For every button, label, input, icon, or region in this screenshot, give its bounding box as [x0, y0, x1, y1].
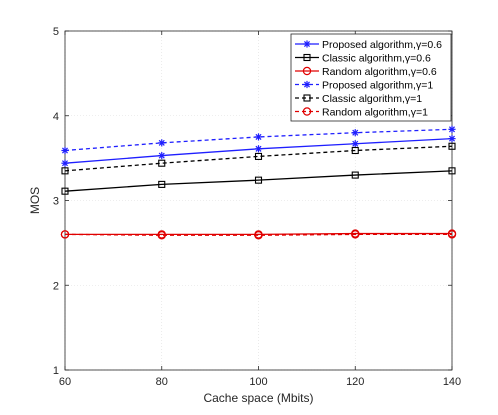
- legend-entry: Classic algorithm,γ=0.6: [295, 52, 431, 64]
- series-line: [64, 145, 453, 172]
- data-point: [351, 146, 359, 155]
- data-point: [254, 176, 263, 184]
- data-point: [158, 159, 166, 167]
- y-tick-label: 5: [53, 26, 59, 38]
- data-point: [158, 180, 166, 188]
- x-tick-label: 120: [346, 376, 364, 388]
- data-point: [157, 231, 166, 240]
- legend-label: Classic algorithm,γ=1: [322, 93, 422, 105]
- y-tick-label: 2: [53, 280, 59, 292]
- data-point: [254, 133, 263, 141]
- series-0: [61, 135, 456, 167]
- x-tick-label: 140: [443, 376, 461, 388]
- data-point: [60, 230, 70, 239]
- legend-marker: [303, 53, 311, 62]
- data-point: [158, 139, 166, 147]
- series-3: [61, 125, 456, 155]
- legend-entry: Random algorithm,γ=1: [295, 106, 428, 118]
- legend-entry: Proposed algorithm,γ=0.6: [295, 39, 442, 51]
- legend-marker: [302, 107, 312, 116]
- star-marker-stroke: [61, 160, 69, 167]
- data-point: [447, 230, 457, 239]
- star-marker-stroke: [303, 81, 311, 88]
- data-point: [448, 135, 456, 143]
- data-point: [61, 146, 69, 155]
- series-line: [64, 128, 453, 152]
- series-line: [64, 233, 452, 236]
- star-marker-stroke: [352, 140, 359, 147]
- data-point: [254, 145, 263, 153]
- star-marker-stroke: [158, 152, 165, 159]
- data-point: [61, 159, 69, 167]
- data-point: [351, 230, 360, 239]
- star-marker-stroke: [61, 147, 69, 154]
- data-point: [61, 167, 69, 175]
- x-tick-label: 60: [59, 376, 71, 388]
- data-point: [158, 151, 166, 160]
- legend-marker: [303, 94, 311, 102]
- y-tick-label: 4: [53, 111, 59, 123]
- legend-label: Random algorithm,γ=0.6: [322, 66, 437, 78]
- data-point: [448, 142, 456, 150]
- legend-entry: Proposed algorithm,γ=1: [295, 79, 433, 91]
- data-point: [448, 167, 456, 175]
- legend-marker: [303, 40, 311, 48]
- legend-marker: [302, 66, 312, 76]
- star-marker-stroke: [255, 145, 262, 152]
- ticks: 60 80 100 120 140 1 2 3 4 5: [53, 26, 461, 388]
- data-point: [351, 129, 359, 137]
- legend-entry: Random algorithm,γ=0.6: [295, 66, 437, 78]
- legend-entry: Classic algorithm,γ=1: [295, 93, 422, 105]
- star-marker-stroke: [303, 40, 311, 48]
- series-5: [60, 230, 457, 240]
- y-axis-label: MOS: [28, 187, 42, 214]
- data-point: [351, 171, 359, 179]
- legend-label: Proposed algorithm,γ=1: [322, 79, 433, 91]
- x-axis-label: Cache space (Mbits): [203, 391, 313, 405]
- y-tick-label: 1: [53, 365, 59, 377]
- data-point: [254, 152, 263, 160]
- series-line: [64, 170, 453, 192]
- star-marker-stroke: [158, 139, 165, 146]
- x-tick-label: 80: [156, 376, 168, 388]
- legend-label: Classic algorithm,γ=0.6: [322, 52, 431, 64]
- legend-marker: [303, 80, 311, 89]
- y-tick-label: 3: [53, 196, 59, 208]
- data-point: [448, 125, 456, 133]
- data-point: [351, 140, 359, 148]
- x-tick-label: 100: [249, 376, 267, 388]
- star-marker-stroke: [448, 126, 456, 133]
- series-1: [61, 167, 456, 195]
- series-4: [61, 142, 456, 175]
- data-point: [61, 187, 69, 195]
- star-marker-stroke: [448, 135, 456, 142]
- legend-label: Proposed algorithm,γ=0.6: [322, 39, 442, 51]
- legend-label: Random algorithm,γ=1: [322, 106, 428, 118]
- star-marker-stroke: [352, 129, 359, 136]
- legend-box: [290, 33, 452, 122]
- star-marker-stroke: [255, 133, 262, 140]
- data-point: [254, 231, 263, 240]
- series-layer: [60, 125, 457, 240]
